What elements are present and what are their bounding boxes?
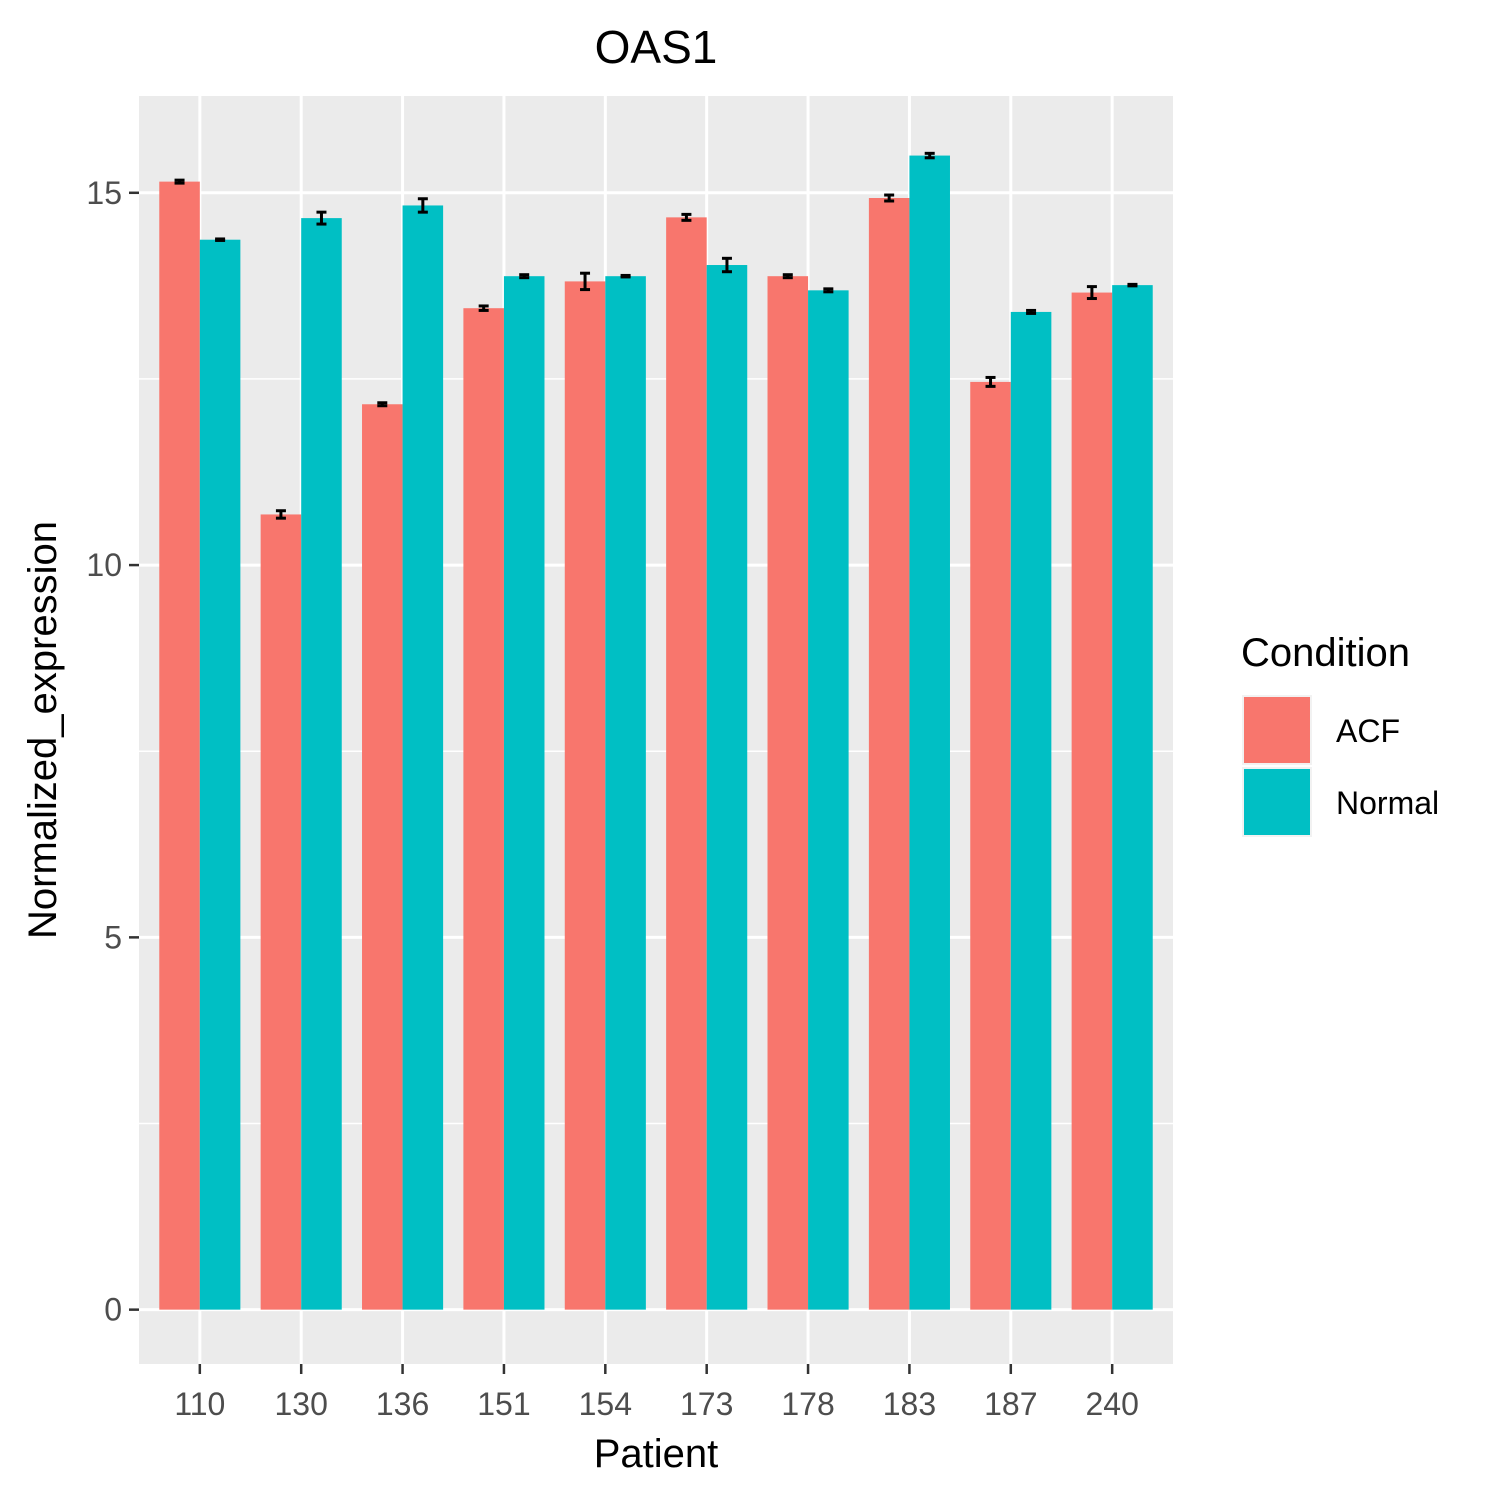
x-axis-title: Patient [594,1432,719,1476]
errorbar-normal-240 [1127,284,1137,285]
legend-swatch [1244,697,1310,763]
y-tick-label: 5 [104,919,122,955]
bar-acf-154 [565,281,606,1309]
errorbar-normal-151 [519,275,529,278]
bar-normal-110 [200,240,241,1310]
x-tick-label: 110 [174,1386,225,1422]
y-tick-label: 0 [104,1292,122,1328]
x-tick-label: 130 [275,1386,328,1422]
bar-acf-187 [970,382,1011,1310]
legend-label: ACF [1336,713,1400,749]
y-tick-label: 15 [86,175,122,211]
x-tick-label: 240 [1085,1386,1138,1422]
legend-swatch [1244,769,1310,835]
bar-acf-136 [362,404,403,1309]
y-axis-title: Normalized_expression [21,521,65,939]
bar-normal-183 [909,156,950,1310]
x-tick-label: 151 [477,1386,530,1422]
x-tick-label: 187 [984,1386,1037,1422]
errorbar-normal-187 [1026,310,1036,313]
x-tick-label: 183 [883,1386,936,1422]
errorbar-normal-110 [215,239,225,240]
bar-normal-240 [1112,285,1153,1310]
bar-acf-173 [666,217,707,1309]
bar-acf-178 [768,276,809,1309]
bar-normal-187 [1011,312,1052,1310]
errorbar-acf-178 [783,275,793,278]
bar-normal-154 [605,276,646,1309]
bar-acf-151 [463,308,504,1309]
bar-normal-173 [707,265,748,1310]
errorbar-acf-110 [175,180,185,183]
bar-normal-151 [504,276,545,1309]
bar-normal-130 [301,218,342,1310]
legend-title: Condition [1241,631,1410,675]
errorbar-normal-154 [621,275,631,276]
chart-title: OAS1 [595,21,718,73]
x-tick-label: 178 [781,1386,834,1422]
bar-acf-183 [869,198,910,1310]
legend-label: Normal [1336,785,1439,821]
bar-acf-110 [159,182,200,1310]
errorbar-normal-178 [823,289,833,292]
errorbar-acf-136 [377,403,387,406]
bar-normal-178 [808,290,849,1309]
x-tick-label: 136 [376,1386,429,1422]
bar-acf-130 [261,514,302,1309]
x-tick-label: 154 [579,1386,632,1422]
bar-acf-240 [1072,293,1113,1310]
bar-normal-136 [403,205,444,1309]
y-tick-label: 10 [86,547,122,583]
x-tick-label: 173 [680,1386,733,1422]
